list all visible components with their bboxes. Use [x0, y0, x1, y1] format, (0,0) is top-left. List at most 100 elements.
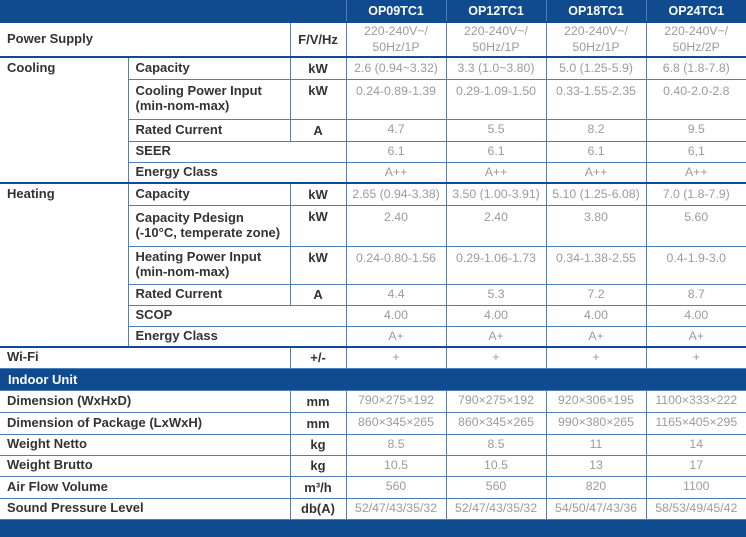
value-cell: A+ — [645, 325, 746, 348]
value-cell: 6.8 (1.8-7.8) — [645, 56, 746, 80]
spec-label: Rated Current — [128, 118, 291, 142]
value-cell: 0.34-1.38-2.55 — [545, 245, 647, 285]
unit-cell: kW — [289, 56, 347, 80]
value-cell: 5.0 (1.25-5.9) — [545, 56, 647, 80]
value-cell: 0.24-0.80-1.56 — [345, 245, 447, 285]
cooling-power-input-row: Cooling Power Input (min-nom-max) kW 0.2… — [0, 78, 746, 120]
value-cell: 0.29-1.09-1.50 — [445, 78, 547, 120]
value-cell: A++ — [545, 161, 647, 184]
heating-energy-class-row: Energy Class A+ A+ A+ A+ — [0, 325, 746, 348]
models-header-row: OP09TC1 OP12TC1 OP18TC1 OP24TC1 — [0, 0, 746, 22]
value-cell: 17 — [645, 454, 746, 477]
heating-rated-current-row: Rated Current A 4.4 5.3 7.2 8.7 — [0, 283, 746, 306]
value-cell: 4.4 — [345, 283, 447, 306]
value-cell: A++ — [445, 161, 547, 184]
cooling-capacity-row: Cooling Capacity kW 2.6 (0.94~3.32) 3.3 … — [0, 56, 746, 184]
value-cell: 1100 — [645, 475, 746, 499]
spec-label: Energy Class — [128, 161, 347, 184]
spec-label: Dimension (WxHxD) — [0, 389, 291, 413]
value-cell: 990×380×265 — [545, 411, 647, 435]
value-cell: 3.50 (1.00-3.91) — [445, 182, 547, 206]
value-cell: 4.00 — [445, 304, 547, 327]
value-cell: 8.2 — [545, 118, 647, 142]
bottom-band — [0, 519, 746, 537]
value-cell: 0.40-2.0-2.8 — [645, 78, 746, 120]
value-cell: 1165×405×295 — [645, 411, 746, 435]
value-cell: 2.40 — [345, 204, 447, 247]
spec-label: Capacity — [127, 182, 291, 206]
model-header-3: OP18TC1 — [545, 0, 647, 22]
value-cell: 10.5 — [445, 454, 547, 477]
unit-cell: kg — [289, 433, 347, 456]
value-cell: 920×306×195 — [545, 389, 647, 413]
unit-cell: F/V/Hz — [289, 21, 347, 58]
model-header-1: OP09TC1 — [345, 0, 447, 22]
value-cell: 6,1 — [645, 140, 746, 163]
value-cell: 220-240V~/ 50Hz/2P — [645, 21, 746, 58]
value-cell: 4.7 — [345, 118, 447, 142]
unit-cell: kW — [289, 78, 347, 120]
power-supply-label: Power Supply — [0, 21, 291, 58]
unit-cell: m³/h — [289, 475, 347, 499]
value-cell: 8.5 — [345, 433, 447, 456]
value-cell: 11 — [545, 433, 647, 456]
value-cell: + — [545, 346, 647, 369]
spec-label: Weight Netto — [0, 433, 291, 456]
value-cell: 4.00 — [545, 304, 647, 327]
cooling-seer-row: SEER 6.1 6.1 6.1 6,1 — [0, 140, 746, 163]
value-cell: 2.6 (0.94~3.32) — [345, 56, 447, 80]
heating-section-label: Heating — [0, 182, 129, 348]
value-cell: 54/50/47/43/36 — [545, 497, 647, 520]
value-cell: A++ — [645, 161, 746, 184]
spec-label: Energy Class — [128, 325, 347, 348]
heating-pdesign-row: Capacity Pdesign (-10°C, temperate zone)… — [0, 204, 746, 247]
value-cell: 6.1 — [545, 140, 647, 163]
value-cell: A+ — [445, 325, 547, 348]
model-header-4: OP24TC1 — [645, 0, 746, 22]
value-cell: 220-240V~/ 50Hz/1P — [345, 21, 447, 58]
value-cell: 58/53/49/45/42 — [645, 497, 746, 520]
value-cell: + — [645, 346, 746, 369]
wifi-label: Wi-Fi — [0, 346, 291, 369]
unit-cell: A — [289, 118, 347, 142]
unit-cell: kW — [289, 204, 347, 247]
value-cell: 220-240V~/ 50Hz/1P — [445, 21, 547, 58]
value-cell: 5.3 — [445, 283, 547, 306]
value-cell: 9.5 — [645, 118, 746, 142]
wifi-row: Wi-Fi +/- + + + + — [0, 346, 746, 369]
value-cell: 790×275×192 — [445, 389, 547, 413]
value-cell: A+ — [345, 325, 447, 348]
unit-cell: kW — [289, 182, 347, 206]
value-cell: 4.00 — [345, 304, 447, 327]
spec-label: Heating Power Input (min-nom-max) — [128, 245, 291, 285]
value-cell: 0.33-1.55-2.35 — [545, 78, 647, 120]
sound-pressure-row: Sound Pressure Level db(A) 52/47/43/35/3… — [0, 497, 746, 520]
value-cell: 7.0 (1.8-7.9) — [645, 182, 746, 206]
value-cell: 5.60 — [645, 204, 746, 247]
spec-label: Rated Current — [128, 283, 291, 306]
air-flow-row: Air Flow Volume m³/h 560 560 820 1100 — [0, 475, 746, 499]
spec-label: Cooling Power Input (min-nom-max) — [128, 78, 291, 120]
model-header-2: OP12TC1 — [445, 0, 547, 22]
value-cell: 8.7 — [645, 283, 746, 306]
value-cell: 3.80 — [545, 204, 647, 247]
value-cell: 1100×333×222 — [645, 389, 746, 413]
value-cell: 790×275×192 — [345, 389, 447, 413]
spec-label: Capacity Pdesign (-10°C, temperate zone) — [128, 204, 291, 247]
value-cell: 10.5 — [345, 454, 447, 477]
value-cell: 5.10 (1.25-6.08) — [545, 182, 647, 206]
dimension-row: Dimension (WxHxD) mm 790×275×192 790×275… — [0, 389, 746, 413]
value-cell: 13 — [545, 454, 647, 477]
value-cell: 4.00 — [645, 304, 746, 327]
value-cell: 8.5 — [445, 433, 547, 456]
unit-cell: +/- — [289, 346, 347, 369]
heating-capacity-row: Heating Capacity kW 2.65 (0.94-3.38) 3.5… — [0, 182, 746, 348]
indoor-unit-band: Indoor Unit — [0, 368, 746, 390]
spec-label: Dimension of Package (LxWxH) — [0, 411, 291, 435]
unit-cell: kg — [289, 454, 347, 477]
package-dimension-row: Dimension of Package (LxWxH) mm 860×345×… — [0, 411, 746, 435]
value-cell: 2.40 — [445, 204, 547, 247]
header-corner — [0, 0, 347, 22]
unit-cell: A — [289, 283, 347, 306]
